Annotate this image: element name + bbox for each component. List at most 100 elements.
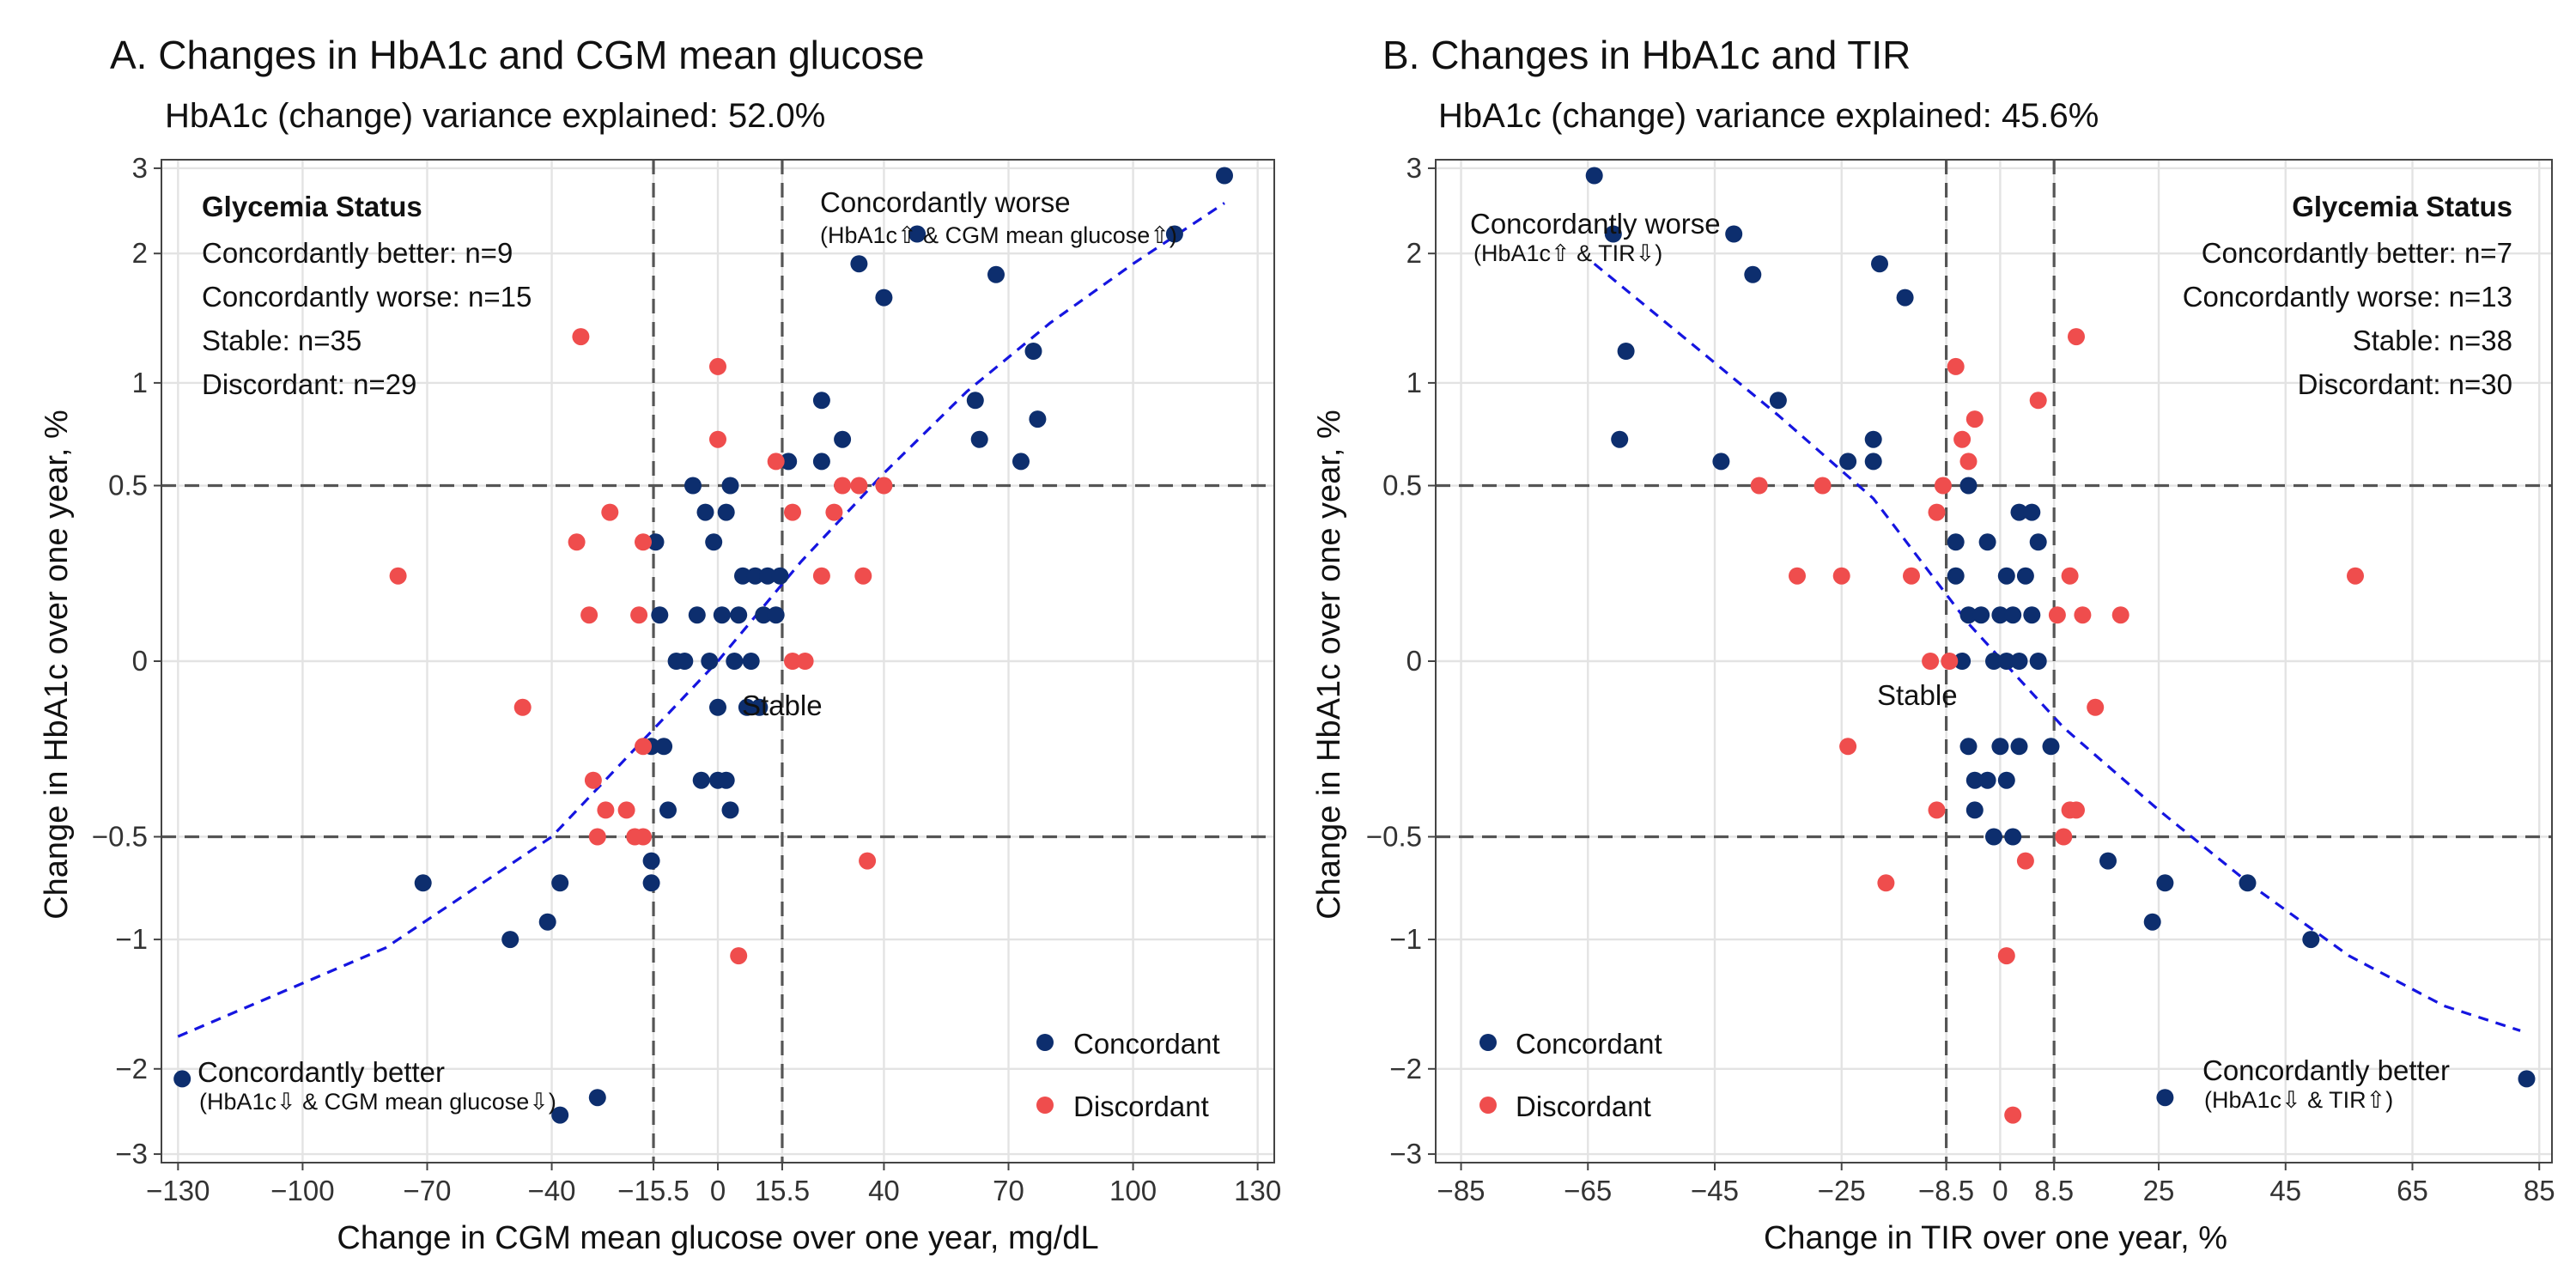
panel-a-legend-concordant-key [1036, 1034, 1054, 1051]
panel-b-annotation-better: Concordantly better [2202, 1054, 2450, 1086]
panel-b-point-discordant [1941, 653, 1959, 670]
panel-b-point-discordant [1832, 567, 1850, 585]
panel-b-point-concordant [1947, 533, 1965, 551]
panel-a-point-concordant [987, 265, 1005, 283]
panel-b-point-concordant [2010, 738, 2028, 756]
panel-a-point-concordant [734, 567, 751, 585]
panel-b-point-discordant [1877, 874, 1895, 892]
panel-b-x-tick-label: 45 [2269, 1175, 2301, 1206]
panel-b-y-tick-label: 2 [1406, 237, 1422, 269]
panel-a-point-concordant [538, 913, 556, 931]
panel-a-point-concordant [551, 874, 569, 892]
panel-a-point-concordant [647, 533, 665, 551]
panel-b-status-line: Concordantly better: n=7 [2202, 237, 2512, 269]
panel-a-y-tick-label: −1 [115, 923, 148, 955]
panel-a-status-line: Concordantly worse: n=15 [202, 281, 532, 313]
panel-b-x-tick-label: −8.5 [1918, 1175, 1974, 1206]
panel-a-point-discordant [784, 503, 801, 521]
panel-a-point-concordant [812, 392, 830, 410]
panel-a-x-tick-label: −40 [528, 1175, 576, 1206]
panel-a-point-concordant [717, 503, 735, 521]
panel-a-point-concordant [717, 771, 735, 789]
panel-b-point-concordant [1991, 738, 2009, 756]
panel-b-point-concordant [2029, 533, 2047, 551]
panel-b-point-discordant [1750, 477, 1768, 495]
panel-b-point-discordant [1965, 410, 1984, 428]
panel-b-point-discordant [2087, 698, 2105, 716]
panel-a-point-concordant [970, 430, 988, 448]
panel-a-point-concordant [875, 289, 893, 307]
panel-a-title: A. Changes in HbA1c and CGM mean glucose [110, 33, 925, 77]
panel-a-x-tick-label: 40 [868, 1175, 900, 1206]
panel-a-y-axis-title: Change in HbA1c over one year, % [39, 410, 75, 920]
panel-a-point-concordant [730, 606, 748, 624]
panel-a-point-concordant [692, 771, 710, 789]
panel-b-point-concordant [2156, 874, 2174, 892]
panel-a-point-discordant [812, 567, 830, 585]
panel-a-regression-line [177, 202, 1225, 1038]
panel-a-status-line: Discordant: n=29 [202, 368, 416, 400]
panel-a-x-tick-label: 15.5 [755, 1175, 810, 1206]
panel-a-point-discordant [834, 477, 852, 495]
panel-b-point-discordant [2004, 1106, 2022, 1124]
panel-a-point-concordant [1165, 225, 1183, 243]
panel-b-point-discordant [2347, 567, 2364, 585]
panel-b-point-discordant [1814, 477, 1832, 495]
panel-b-point-concordant [1997, 567, 2015, 585]
panel-a-annotation-better-sub: (HbA1c⇩ & CGM mean glucose⇩) [199, 1089, 556, 1115]
panel-b-point-concordant [2010, 653, 2028, 670]
panel-a-point-discordant [630, 606, 648, 624]
panel-b-regression-line [1593, 262, 2521, 1032]
panel-b: B. Changes in HbA1c and TIR HbA1c (chang… [1311, 33, 2555, 1256]
panel-b-subtitle: HbA1c (change) variance explained: 45.6% [1438, 97, 2099, 135]
panel-a-y-tick-label: −0.5 [92, 820, 148, 852]
panel-a-point-discordant [601, 503, 619, 521]
panel-a-point-concordant [1024, 343, 1042, 360]
panel-a-point-concordant [767, 606, 785, 624]
panel-b-point-concordant [1611, 430, 1629, 448]
panel-b-point-concordant [1725, 225, 1743, 243]
panel-a-plot-area: −130 −100 −70 −40 −15.5 0 15.5 40 70 100 130−3−2−1… [92, 152, 1281, 1206]
panel-b-point-concordant [1972, 606, 1990, 624]
panel-a-point-concordant [501, 931, 519, 949]
panel-b-legend-discordant-key [1479, 1097, 1497, 1114]
panel-a-point-discordant [709, 430, 726, 448]
panel-a-point-concordant [780, 453, 798, 471]
panel-b-legend-concordant-label: Concordant [1516, 1028, 1662, 1060]
panel-b-point-discordant [2048, 606, 2066, 624]
panel-b-point-discordant [2074, 606, 2092, 624]
panel-b-point-concordant [1839, 453, 1857, 471]
panel-a-point-concordant [755, 606, 773, 624]
panel-a-x-tick-label: 70 [993, 1175, 1024, 1206]
panel-a-point-discordant [572, 328, 590, 346]
panel-b-point-concordant [1959, 606, 1978, 624]
panel-b-point-concordant [1959, 477, 1978, 495]
panel-a-point-concordant [701, 653, 719, 670]
panel-b-status-line: Discordant: n=30 [2298, 368, 2512, 400]
panel-b-point-concordant [2016, 567, 2034, 585]
panel-b-y-tick-label: 0.5 [1382, 470, 1422, 501]
panel-a-point-discordant [635, 828, 652, 846]
panel-a-y-tick-label: 1 [132, 367, 148, 398]
panel-b-point-concordant [2004, 606, 2022, 624]
panel-b-point-concordant [2004, 828, 2022, 846]
panel-b-point-concordant [2099, 852, 2117, 870]
panel-a-point-discordant [850, 477, 868, 495]
panel-b-y-tick-label: −2 [1389, 1053, 1422, 1084]
panel-a-point-concordant [721, 801, 739, 819]
panel-b-point-concordant [2239, 874, 2257, 892]
panel-a-subtitle: HbA1c (change) variance explained: 52.0% [165, 97, 825, 135]
panel-a-point-discordant [389, 567, 407, 585]
panel-b-annotation-stable: Stable [1877, 679, 1958, 711]
panel-a-point-concordant [812, 453, 830, 471]
panel-b-point-concordant [1744, 265, 1762, 283]
panel-b-x-tick-label: 8.5 [2034, 1175, 2074, 1206]
panel-b-point-concordant [1604, 225, 1622, 243]
panel-a-point-discordant [730, 947, 748, 965]
panel-b-y-tick-label: −1 [1389, 923, 1422, 955]
panel-b-point-concordant [2023, 503, 2041, 521]
panel-a-point-discordant [584, 771, 602, 789]
panel-a-point-concordant [738, 698, 756, 716]
panel-b-x-tick-label: 25 [2143, 1175, 2175, 1206]
